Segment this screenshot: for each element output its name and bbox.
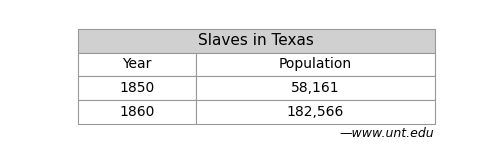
Bar: [78, 76, 196, 100]
Bar: [196, 100, 434, 124]
Text: 1850: 1850: [119, 81, 154, 95]
Text: Population: Population: [278, 57, 351, 71]
Text: Slaves in Texas: Slaves in Texas: [198, 33, 314, 48]
Text: 1860: 1860: [119, 105, 154, 119]
Text: 58,161: 58,161: [291, 81, 340, 95]
Text: —www.unt.edu: —www.unt.edu: [340, 127, 434, 140]
Bar: [196, 76, 434, 100]
Bar: [196, 52, 434, 76]
Bar: [78, 100, 196, 124]
Bar: [78, 52, 196, 76]
Text: 182,566: 182,566: [286, 105, 344, 119]
Bar: [78, 29, 434, 52]
Text: Year: Year: [122, 57, 152, 71]
